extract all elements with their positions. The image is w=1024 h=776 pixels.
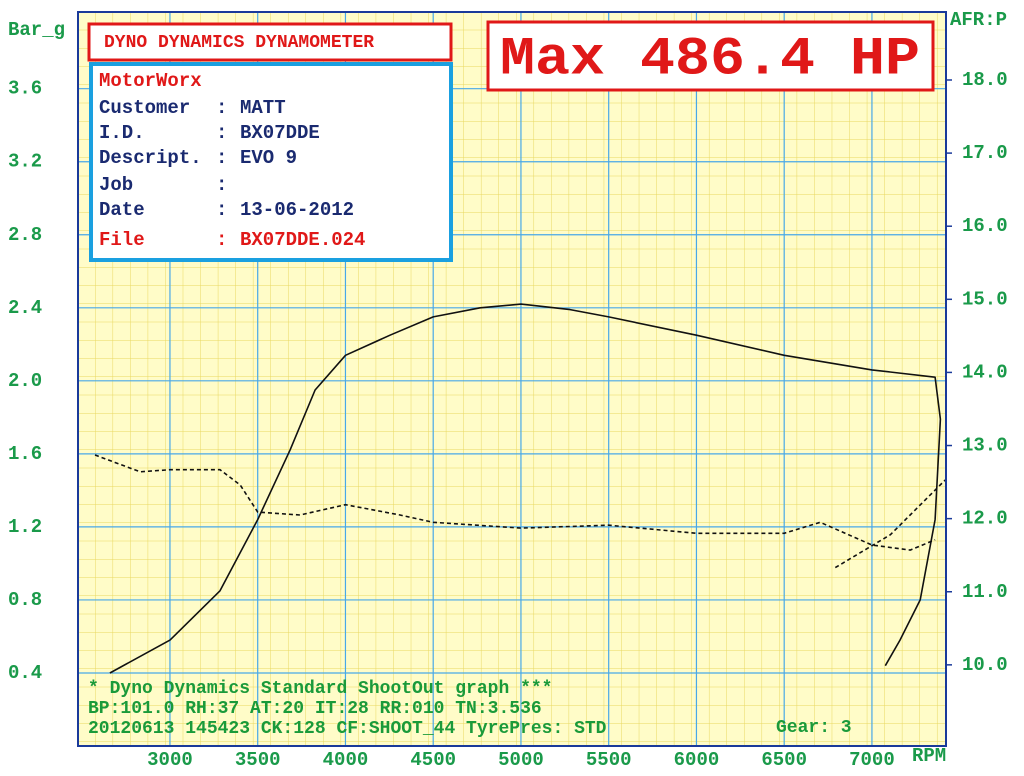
footer-line: * Dyno Dynamics Standard ShootOut graph … (88, 679, 552, 699)
info-text: MATT (240, 97, 286, 119)
max-box (486, 20, 935, 92)
y2-tick-label: 17.0 (962, 142, 1008, 164)
y-tick-label: 1.2 (8, 516, 42, 538)
info-text: : (216, 147, 227, 169)
gear: Gear: 3 (776, 718, 852, 738)
y-tick-label: 0.4 (8, 662, 42, 684)
info-text: : (216, 122, 227, 144)
series-line (94, 454, 946, 569)
x-tick-label: 6500 (761, 749, 807, 771)
grid (78, 12, 946, 746)
y2-tick-label: 10.0 (962, 654, 1008, 676)
y2-axis-title: AFR:P (950, 9, 1007, 31)
info-text: Job (99, 174, 133, 196)
info-text: : (216, 174, 227, 196)
y-tick-label: 2.4 (8, 297, 42, 319)
info-text: Date (99, 199, 145, 221)
info-text: : (216, 97, 227, 119)
y-tick-label: 2.0 (8, 370, 42, 392)
x-tick-label: 3500 (235, 749, 281, 771)
y-tick-label: 2.8 (8, 224, 42, 246)
y-tick-label: 0.8 (8, 589, 42, 611)
y2-tick-label: 11.0 (962, 581, 1008, 603)
x-axis-title: RPM (912, 745, 946, 767)
machine-name: DYNO DYNAMICS DYNAMOMETER (104, 33, 374, 53)
info-box (89, 62, 453, 262)
info-text: Descript. (99, 147, 202, 169)
machine-box (87, 22, 453, 62)
x-tick-label: 6000 (674, 749, 720, 771)
y-tick-label: 3.2 (8, 151, 42, 173)
x-tick-label: 4500 (410, 749, 456, 771)
info-text: EVO 9 (240, 147, 297, 169)
footer-line: 20120613 145423 CK:128 CF:SHOOT_44 TyreP… (88, 719, 607, 739)
x-tick-label: 5000 (498, 749, 544, 771)
x-tick-label: 5500 (586, 749, 632, 771)
y2-tick-label: 13.0 (962, 435, 1008, 457)
y2-tick-label: 18.0 (962, 69, 1008, 91)
x-tick-label: 4000 (323, 749, 369, 771)
x-tick-label: 7000 (849, 749, 895, 771)
series-line (109, 303, 942, 674)
info-text: BX07DDE (240, 122, 320, 144)
info-text: : (216, 199, 227, 221)
info-text: : (216, 229, 227, 251)
y-tick-label: 1.6 (8, 443, 42, 465)
info-text: I.D. (99, 122, 145, 144)
footer: * Dyno Dynamics Standard ShootOut graph … (88, 679, 607, 739)
y-tick-label: 3.6 (8, 78, 42, 100)
info-text: File (99, 229, 145, 251)
y2-tick-label: 12.0 (962, 508, 1008, 530)
info-title: MotorWorx (99, 70, 202, 92)
info-text: BX07DDE.024 (240, 229, 365, 251)
info-text: 13-06-2012 (240, 199, 354, 221)
x-tick-label: 3000 (147, 749, 193, 771)
y2-tick-label: 15.0 (962, 288, 1008, 310)
plot-border (77, 11, 947, 747)
footer-line: BP:101.0 RH:37 AT:20 IT:28 RR:010 TN:3.5… (88, 699, 542, 719)
max-power: Max 486.4 HP (500, 29, 920, 90)
y2-tick-label: 16.0 (962, 215, 1008, 237)
y2-tick-label: 14.0 (962, 361, 1008, 383)
info-rows: Customer: MATT I.D.: BX07DDE Descript.: EVO 9… (99, 97, 365, 251)
info-text: Customer (99, 97, 190, 119)
y-axis-title: Bar_g (8, 19, 65, 41)
lines (94, 303, 946, 674)
